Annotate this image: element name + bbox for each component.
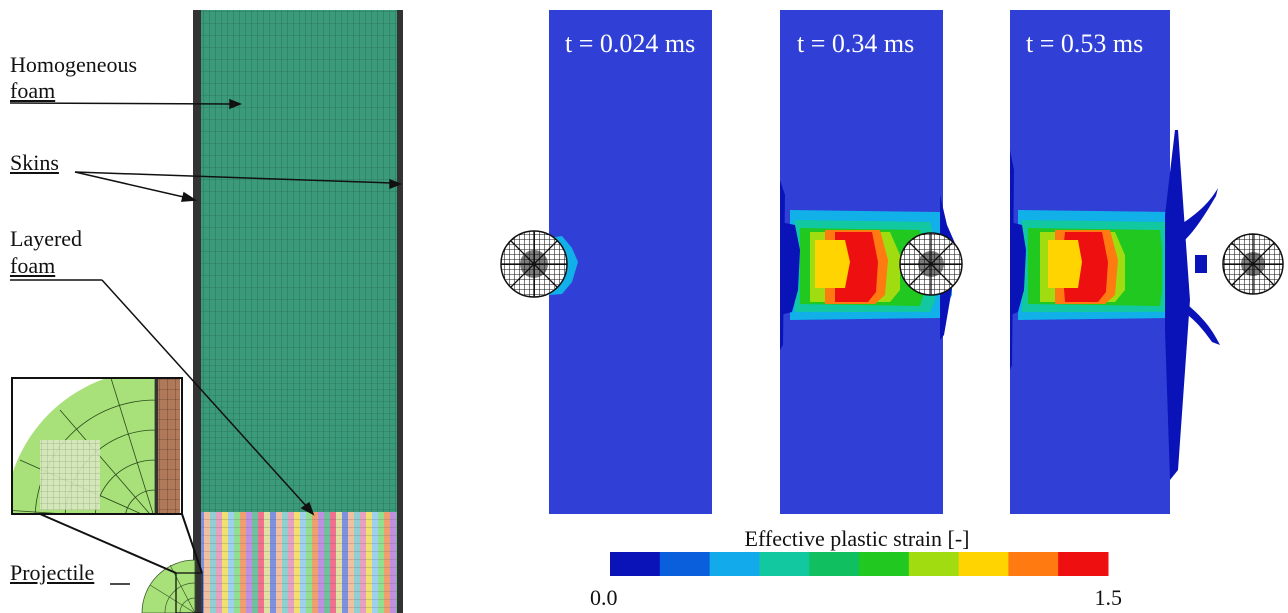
colorbar-cell	[1008, 552, 1058, 576]
colorbar-min-label: 0.0	[590, 585, 618, 610]
panel-3-time: t = 0.53 ms	[1026, 29, 1143, 58]
colorbar-cell	[710, 552, 760, 576]
colorbar: Effective plastic strain [-] 0.0 1.5	[590, 526, 1122, 610]
colorbar-cell	[660, 552, 710, 576]
colorbar-cell	[759, 552, 809, 576]
colorbar-cell	[1058, 552, 1108, 576]
colorbar-cell	[909, 552, 959, 576]
colorbar-cell	[610, 552, 660, 576]
colorbar-cell	[809, 552, 859, 576]
homogeneous-foam-region	[201, 10, 397, 360]
left-skin	[193, 10, 201, 613]
zoom-inset	[5, 370, 202, 573]
panel-1-time: t = 0.024 ms	[565, 29, 695, 58]
colorbar-max-label: 1.5	[1095, 585, 1123, 610]
panel-2-time: t = 0.34 ms	[797, 29, 914, 58]
sandwich-mesh	[142, 10, 403, 613]
layered-foam-region	[201, 512, 397, 613]
colorbar-title: Effective plastic strain [-]	[745, 526, 970, 551]
homogeneous-foam-dense-region	[201, 360, 397, 512]
colorbar-cell	[959, 552, 1009, 576]
colorbar-cell	[859, 552, 909, 576]
simulation-panel-3: t = 0.53 ms	[1010, 10, 1283, 514]
projectile-quarter	[142, 560, 195, 613]
simulation-panel-1: t = 0.024 ms	[501, 10, 712, 514]
right-skin	[397, 10, 403, 613]
simulation-panel-2: t = 0.34 ms	[780, 10, 962, 514]
